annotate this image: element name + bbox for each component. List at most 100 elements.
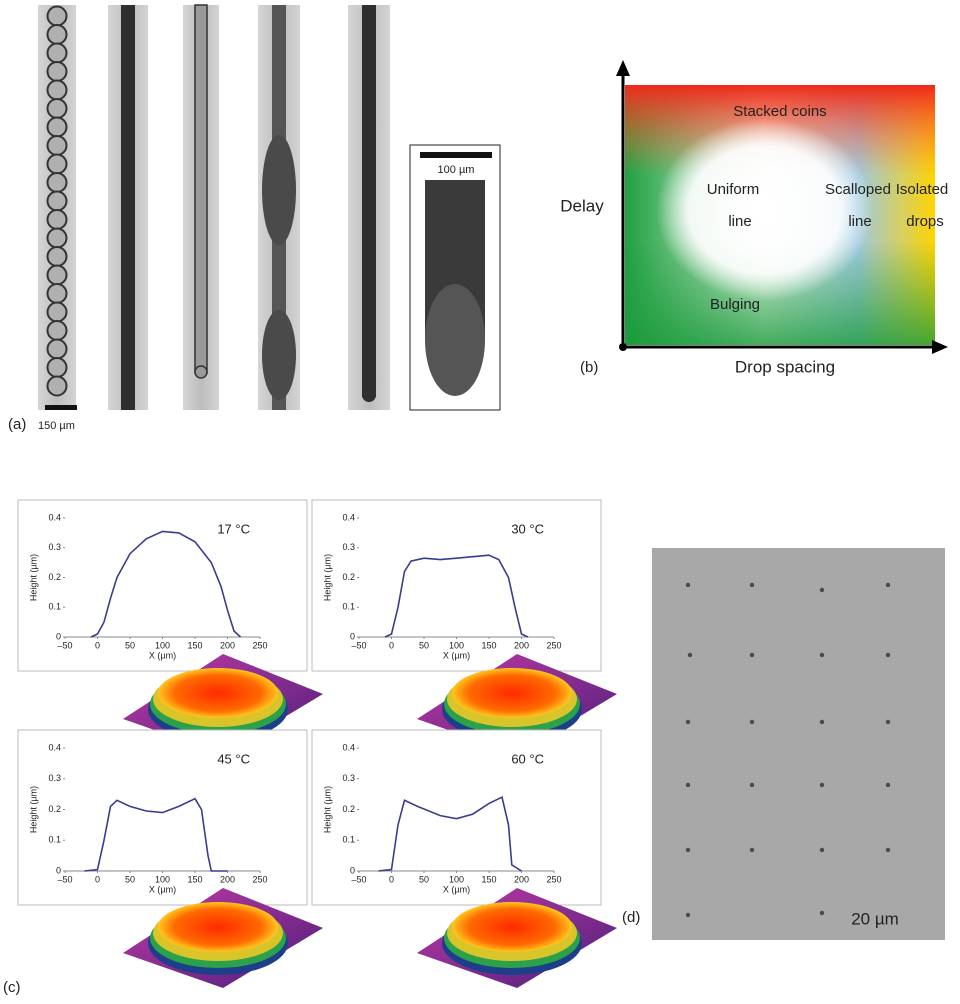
figure: (a) 150 µm 100 µm Stacked coins Uniform … <box>0 0 960 999</box>
x-tick-label: 250 <box>252 640 267 650</box>
bead <box>48 229 67 248</box>
bead <box>48 377 67 396</box>
y-axis-label: Height (µm) <box>322 786 332 833</box>
dot <box>686 583 690 587</box>
x-axis-label: X (µm) <box>443 884 470 894</box>
dot <box>886 720 890 724</box>
x-tick-label: –50 <box>57 874 72 884</box>
panel-label: (d) <box>622 909 640 926</box>
bead <box>48 266 67 285</box>
dot <box>686 848 690 852</box>
x-axis-label: Drop spacing <box>735 357 835 376</box>
render-dome <box>158 668 278 718</box>
bead <box>48 247 67 266</box>
y-axis-label: Height (µm) <box>322 554 332 601</box>
dot <box>886 653 890 657</box>
scale-bar-label: 100 µm <box>438 164 475 176</box>
bead <box>48 173 67 192</box>
panel-a-images <box>38 5 500 410</box>
render-dome <box>452 668 572 718</box>
dot <box>820 720 824 724</box>
x-tick-label: 100 <box>155 640 170 650</box>
x-tick-label: 0 <box>95 874 100 884</box>
dot <box>750 653 754 657</box>
x-tick-label: 250 <box>252 874 267 884</box>
chart-title: 45 °C <box>217 751 250 766</box>
x-tick-label: 50 <box>125 874 135 884</box>
bead <box>48 62 67 81</box>
x-tick-label: 200 <box>514 874 529 884</box>
bead <box>48 340 67 359</box>
render-dome <box>452 902 572 952</box>
y-tick-label: 0.2 <box>48 804 61 814</box>
bead <box>48 118 67 137</box>
panel-label: (a) <box>8 416 26 433</box>
bead <box>48 25 67 44</box>
x-tick-label: 250 <box>546 874 561 884</box>
x-tick-label: 150 <box>187 874 202 884</box>
x-tick-label: 0 <box>95 640 100 650</box>
y-tick-label: 0.1 <box>342 602 355 612</box>
x-tick-label: –50 <box>351 640 366 650</box>
dot <box>886 583 890 587</box>
dot <box>820 783 824 787</box>
y-axis-label: Delay <box>560 196 604 215</box>
dot <box>686 720 690 724</box>
x-tick-label: 0 <box>389 640 394 650</box>
x-tick-label: 50 <box>419 874 429 884</box>
y-tick-label: 0.1 <box>342 835 355 845</box>
region-label: Isolated <box>896 181 949 198</box>
x-tick-label: –50 <box>57 640 72 650</box>
region-label: Scalloped <box>825 181 891 198</box>
chart-title: 17 °C <box>217 521 250 536</box>
panel-label: (b) <box>580 359 598 376</box>
dot <box>820 911 824 915</box>
dot <box>820 588 824 592</box>
x-tick-label: 100 <box>155 874 170 884</box>
bead <box>48 136 67 155</box>
dot <box>820 653 824 657</box>
x-axis-label: X (µm) <box>443 650 470 660</box>
dot <box>750 583 754 587</box>
x-tick-label: 100 <box>449 640 464 650</box>
bead <box>48 192 67 211</box>
y-tick-label: 0.2 <box>48 572 61 582</box>
x-tick-label: 100 <box>449 874 464 884</box>
y-tick-label: 0.4 <box>48 742 61 752</box>
y-tick-label: 0.3 <box>48 773 61 783</box>
x-tick-label: 150 <box>481 640 496 650</box>
x-tick-label: 200 <box>514 640 529 650</box>
dot <box>686 913 690 917</box>
region-label: drops <box>906 213 944 230</box>
x-tick-label: –50 <box>351 874 366 884</box>
panel-c: 0 0.1 0.2 0.3 0.4 –50 0 50 100 150 200 250 X (µm) Hei… <box>18 500 617 988</box>
x-tick-label: 200 <box>220 874 235 884</box>
bead <box>48 210 67 229</box>
x-tick-label: 150 <box>187 640 202 650</box>
y-axis-label: Height (µm) <box>28 554 38 601</box>
render-dome <box>158 902 278 952</box>
dot <box>750 783 754 787</box>
dot <box>686 783 690 787</box>
region-label: Stacked coins <box>733 103 826 120</box>
y-tick-label: 0.3 <box>342 773 355 783</box>
chart-title: 30 °C <box>511 521 544 536</box>
dot <box>688 653 692 657</box>
dot <box>886 848 890 852</box>
x-tick-label: 150 <box>481 874 496 884</box>
scale-bar-label: 150 µm <box>38 420 75 432</box>
x-tick-label: 200 <box>220 640 235 650</box>
bead <box>48 303 67 322</box>
region-label: line <box>728 213 751 230</box>
bead <box>48 99 67 118</box>
panel-d-image <box>652 548 945 940</box>
bead <box>48 284 67 303</box>
x-tick-label: 250 <box>546 640 561 650</box>
y-tick-label: 0.4 <box>48 512 61 522</box>
dot <box>750 720 754 724</box>
y-tick-label: 0.3 <box>342 542 355 552</box>
y-tick-label: 0.3 <box>48 542 61 552</box>
bead <box>48 358 67 377</box>
x-axis-label: X (µm) <box>149 650 176 660</box>
y-axis-label: Height (µm) <box>28 786 38 833</box>
